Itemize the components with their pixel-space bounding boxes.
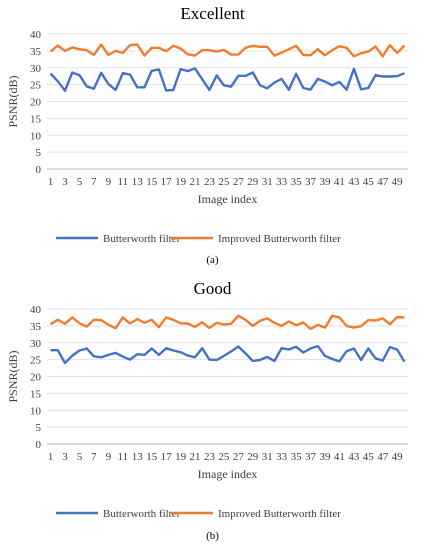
y-tick-label: 10 xyxy=(30,130,42,142)
series-line-butterworth-filter xyxy=(50,344,406,365)
x-tick-label: 35 xyxy=(291,176,303,188)
chart-title: Excellent xyxy=(180,4,244,23)
x-tick-label: 45 xyxy=(363,176,375,188)
x-axis-title: Image index xyxy=(198,467,258,481)
y-tick-label: 15 xyxy=(30,388,42,400)
x-tick-label: 29 xyxy=(247,176,259,188)
x-tick-label: 23 xyxy=(204,451,216,463)
x-tick-label: 35 xyxy=(291,451,303,463)
x-tick-label: 25 xyxy=(218,451,230,463)
x-tick-label: 9 xyxy=(106,176,112,188)
y-tick-label: 5 xyxy=(36,422,42,434)
x-tick-label: 19 xyxy=(175,176,187,188)
legend-label: Improved Butterworth filter xyxy=(218,233,341,245)
x-tick-label: 5 xyxy=(77,176,83,188)
x-tick-label: 19 xyxy=(175,451,187,463)
x-tick-label: 3 xyxy=(62,176,68,188)
x-tick-label: 7 xyxy=(91,451,97,463)
x-tick-label: 11 xyxy=(118,176,129,188)
y-tick-label: 25 xyxy=(30,355,42,367)
chart-panel-a: Excellent 0 5 10 15 20 25 30 35 40 1 3 5 7 9 11 13 15 17 19… xyxy=(0,0,425,270)
y-tick-label: 30 xyxy=(30,63,42,75)
x-tick-label: 47 xyxy=(377,176,389,188)
y-tick-label: 0 xyxy=(36,164,42,176)
y-tick-label: 40 xyxy=(30,304,42,316)
y-tick-label: 15 xyxy=(30,113,42,125)
x-tick-label: 21 xyxy=(190,451,201,463)
x-tick-label: 11 xyxy=(118,451,129,463)
legend-label: Improved Butterworth filter xyxy=(218,508,341,520)
series-line-improved-butterworth-filter xyxy=(49,314,405,331)
x-tick-label: 15 xyxy=(146,451,158,463)
x-tick-label: 49 xyxy=(392,176,404,188)
x-tick-label: 45 xyxy=(363,451,375,463)
y-tick-label: 35 xyxy=(30,321,42,333)
x-tick-label: 31 xyxy=(262,451,273,463)
x-tick-label: 31 xyxy=(262,176,273,188)
y-tick-label: 0 xyxy=(36,439,42,451)
x-tick-label: 21 xyxy=(190,176,201,188)
series-line-butterworth-filter xyxy=(49,67,405,92)
x-tick-label: 25 xyxy=(218,176,230,188)
x-tick-label: 43 xyxy=(348,176,360,188)
x-axis-title: Image index xyxy=(198,192,258,206)
x-tick-label: 47 xyxy=(377,451,389,463)
x-tick-label: 7 xyxy=(91,176,97,188)
x-tick-label: 1 xyxy=(48,451,54,463)
x-tick-label: 39 xyxy=(319,451,331,463)
y-tick-label: 30 xyxy=(30,338,42,350)
x-tick-label: 3 xyxy=(62,451,68,463)
series-line-improved-butterworth-filter xyxy=(49,43,406,58)
x-tick-label: 5 xyxy=(77,451,83,463)
x-tick-label: 41 xyxy=(334,451,345,463)
x-tick-label: 33 xyxy=(276,451,288,463)
x-tick-label: 41 xyxy=(334,176,345,188)
y-tick-label: 40 xyxy=(30,29,42,41)
chart-panel-b: Good 0 5 10 15 20 25 30 35 40 1 3 5 7 9 11 13 15 17 19 21 23 2… xyxy=(0,275,425,550)
caption-a: (a) xyxy=(206,254,219,266)
x-tick-label: 17 xyxy=(161,451,173,463)
x-tick-label: 13 xyxy=(132,451,144,463)
x-tick-label: 1 xyxy=(48,176,54,188)
x-tick-label: 39 xyxy=(319,176,331,188)
y-tick-label: 5 xyxy=(36,147,42,159)
x-tick-label: 9 xyxy=(106,451,112,463)
x-tick-label: 43 xyxy=(348,451,360,463)
x-tick-label: 15 xyxy=(146,176,158,188)
x-tick-label: 23 xyxy=(204,176,216,188)
x-tick-label: 37 xyxy=(305,176,317,188)
x-tick-label: 27 xyxy=(233,451,245,463)
y-tick-label: 20 xyxy=(30,97,42,109)
x-tick-label: 33 xyxy=(276,176,288,188)
x-tick-label: 29 xyxy=(247,451,259,463)
caption-b: (b) xyxy=(206,530,219,542)
x-tick-label: 13 xyxy=(132,176,144,188)
y-tick-label: 35 xyxy=(30,46,42,58)
chart-title: Good xyxy=(194,279,232,298)
y-tick-label: 25 xyxy=(30,80,42,92)
x-tick-label: 27 xyxy=(233,176,245,188)
y-axis-title: PSNR(dB) xyxy=(6,75,20,127)
x-tick-label: 49 xyxy=(392,451,404,463)
legend-label: Butterworth filter xyxy=(103,508,181,520)
x-tick-label: 17 xyxy=(161,176,173,188)
x-tick-label: 37 xyxy=(305,451,317,463)
y-tick-label: 20 xyxy=(30,372,42,384)
legend-label: Butterworth filter xyxy=(103,233,181,245)
y-tick-label: 10 xyxy=(30,405,42,417)
y-axis-title: PSNR(dB) xyxy=(6,350,20,402)
